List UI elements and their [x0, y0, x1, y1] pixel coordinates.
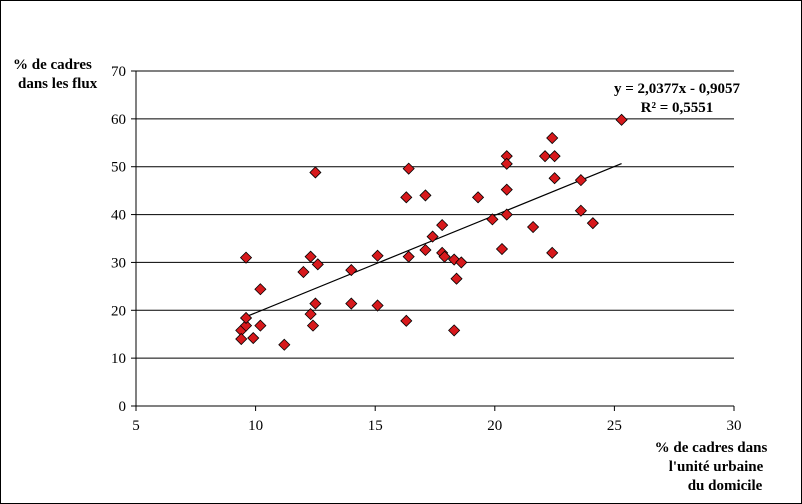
grid-lines — [131, 70, 734, 407]
data-point — [574, 204, 587, 217]
data-point — [548, 150, 561, 163]
x-tick-label: 5 — [132, 418, 140, 434]
data-point — [235, 332, 248, 346]
y-tick-label: 10 — [111, 351, 126, 367]
data-point — [546, 131, 559, 145]
data-point — [419, 243, 432, 257]
y-tick-label: 70 — [111, 64, 126, 80]
y-axis-label-line-2: dans les flux — [18, 76, 98, 92]
data-point — [311, 258, 324, 271]
data-point — [448, 324, 461, 337]
data-point — [419, 189, 432, 202]
data-point — [615, 113, 628, 126]
data-point — [436, 219, 449, 232]
x-axis-label-line-3: du domicile — [688, 478, 763, 494]
x-tick-label: 25 — [607, 418, 622, 434]
data-point — [500, 208, 513, 221]
data-point — [500, 157, 513, 170]
data-point — [426, 230, 439, 243]
data-point — [402, 250, 415, 263]
x-tick-label: 10 — [248, 418, 263, 434]
data-point — [546, 246, 559, 259]
y-tick-label: 0 — [119, 399, 127, 415]
data-point — [400, 191, 413, 204]
y-tick-label: 20 — [111, 303, 126, 319]
y-tick-labels: 0 10 20 30 40 50 60 70 — [111, 64, 126, 415]
data-point — [304, 250, 317, 263]
data-point — [239, 311, 253, 325]
data-point — [455, 256, 468, 269]
data-point — [586, 217, 599, 230]
data-point — [538, 150, 552, 163]
data-point — [304, 308, 317, 321]
data-point — [345, 264, 358, 277]
y-tick-label: 40 — [111, 208, 126, 224]
data-point — [309, 297, 322, 310]
data-point — [247, 331, 260, 345]
r-squared-label: R² = 0,5551 — [641, 100, 714, 116]
data-point — [495, 242, 509, 256]
data-point — [345, 297, 358, 310]
data-point — [371, 299, 384, 312]
data-point — [306, 319, 320, 332]
y-tick-label: 60 — [111, 112, 126, 128]
data-point — [400, 314, 413, 327]
data-point — [500, 183, 513, 196]
y-axis-label-line-1: % de cadres — [13, 57, 92, 73]
data-point — [371, 249, 384, 262]
y-tick-label: 30 — [111, 255, 126, 271]
data-point — [486, 213, 499, 226]
data-point — [438, 250, 451, 263]
regression-equation: y = 2,0377x - 0,9057 — [614, 81, 741, 97]
x-axis-label-line-1: % de cadres dans — [655, 440, 768, 456]
data-point — [450, 272, 463, 285]
x-tick-label: 20 — [487, 418, 502, 434]
data-point — [574, 174, 587, 187]
x-axis-label-line-2: l'unité urbaine — [669, 459, 764, 475]
data-point — [527, 220, 540, 234]
data-point — [254, 283, 267, 296]
data-point — [239, 251, 253, 264]
x-tick-labels: 5 10 15 20 25 30 — [132, 418, 741, 434]
data-point — [309, 166, 322, 179]
data-point — [297, 265, 310, 279]
y-tick-label: 50 — [111, 160, 126, 176]
axes — [135, 71, 735, 411]
data-points — [235, 113, 628, 351]
x-tick-label: 30 — [727, 418, 742, 434]
data-point — [471, 191, 485, 204]
data-point — [402, 162, 415, 175]
data-point — [239, 319, 253, 332]
x-tick-label: 15 — [368, 418, 383, 434]
data-point — [254, 319, 267, 332]
data-point — [278, 338, 291, 351]
data-point — [548, 172, 561, 185]
